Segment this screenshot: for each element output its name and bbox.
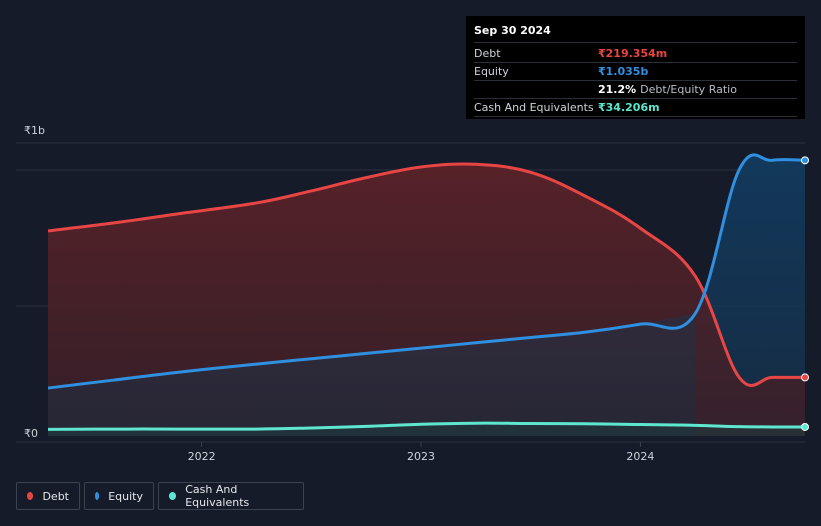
tooltip-row-equity: Equity ₹1.035b bbox=[474, 63, 797, 81]
debt-end-point bbox=[801, 373, 809, 382]
tooltip-equity-label: Equity bbox=[474, 65, 509, 78]
debt-dot-icon bbox=[27, 492, 34, 500]
cash-line bbox=[47, 421, 806, 431]
equity-lower-area bbox=[48, 313, 696, 436]
equity-line bbox=[47, 153, 806, 390]
tooltip-cash-value: ₹34.206m bbox=[598, 101, 660, 114]
equity-end-point bbox=[801, 156, 809, 165]
tooltip-ratio-label bbox=[474, 81, 598, 98]
tooltip-ratio-suffix: Debt/Equity Ratio bbox=[640, 83, 737, 96]
tooltip-equity-value: ₹1.035b bbox=[598, 65, 649, 78]
legend-item-equity[interactable]: Equity bbox=[84, 482, 154, 510]
legend-cash-label: Cash And Equivalents bbox=[185, 483, 250, 509]
tooltip-cash-label: Cash And Equivalents bbox=[474, 101, 594, 114]
legend-item-cash[interactable]: Cash And Equivalents bbox=[158, 482, 304, 510]
cash-dot-icon bbox=[169, 492, 177, 500]
legend-equity-label: Equity bbox=[108, 489, 143, 503]
x-tick-label-0: 2022 bbox=[188, 450, 216, 463]
tooltip-debt-value: ₹219.354m bbox=[598, 47, 668, 60]
x-tick-label-1: 2023 bbox=[407, 450, 435, 463]
tooltip-row-ratio: 21.2% Debt/Equity Ratio bbox=[474, 81, 797, 99]
equity-dot-icon bbox=[95, 492, 100, 500]
debt-line bbox=[47, 162, 805, 387]
legend-item-debt[interactable]: Debt bbox=[16, 482, 80, 510]
x-tick-label-2: 2024 bbox=[626, 450, 654, 463]
tooltip-ratio-value: 21.2% bbox=[598, 83, 637, 96]
tooltip-date: Sep 30 2024 bbox=[474, 24, 797, 43]
legend-debt-label: Debt bbox=[42, 489, 69, 503]
chart-tooltip: Sep 30 2024 Debt ₹219.354m Equity ₹1.035… bbox=[466, 16, 805, 119]
y-tick-label-0: ₹0 bbox=[24, 427, 38, 440]
cash-area bbox=[48, 423, 805, 436]
cash-end-point bbox=[801, 422, 809, 431]
tooltip-debt-label: Debt bbox=[474, 47, 501, 60]
tooltip-row-cash: Cash And Equivalents ₹34.206m bbox=[474, 99, 797, 117]
y-tick-label-1: ₹1b bbox=[24, 124, 45, 137]
tooltip-row-debt: Debt ₹219.354m bbox=[474, 45, 797, 63]
